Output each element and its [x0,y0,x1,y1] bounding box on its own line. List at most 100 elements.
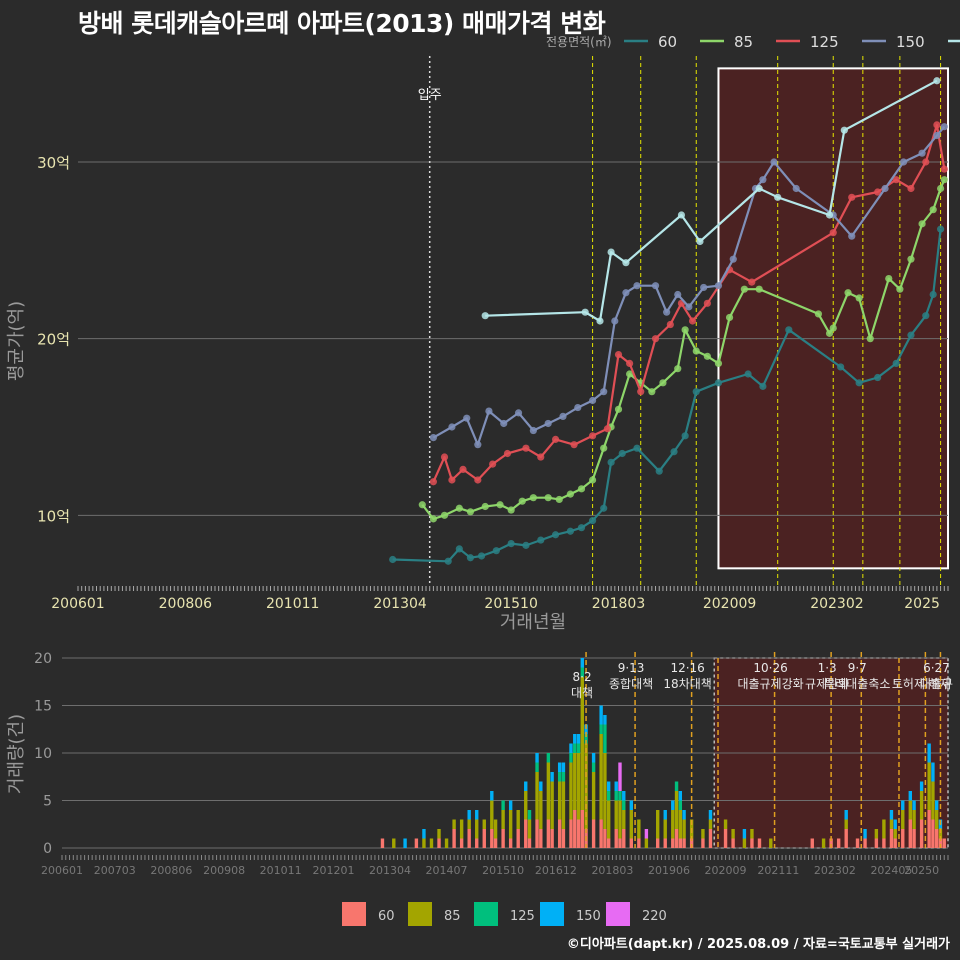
volume-x-tick-label: 201201 [312,864,354,877]
volume-legend-swatch-125 [474,902,498,926]
volume-bar-150 [844,810,848,820]
volume-legend-label-150: 150 [576,909,601,924]
volume-legend-swatch-220 [606,902,630,926]
volume-bar-60 [573,810,577,848]
volume-bar-60 [927,810,931,848]
data-point-85 [885,275,893,283]
data-point-125 [522,444,530,452]
price-chart: 10억 20억 30억 200601 200806 201011 201304 201510 2… [6,33,960,633]
volume-x-tick-label: 201803 [591,864,633,877]
data-point-125 [448,476,456,484]
volume-bar-85 [539,791,543,829]
data-point-150 [770,158,778,166]
data-point-60 [577,524,586,532]
data-point-85 [936,184,945,193]
data-point-85 [825,329,834,337]
volume-bar-150 [539,781,543,791]
policy-date-label: 9·13 [618,661,645,675]
volume-bar-150 [422,829,426,839]
price-x-tick-label: 200601 [51,596,104,612]
volume-bar-220 [618,762,622,791]
data-point-85 [929,206,937,214]
volume-bar-125 [618,791,622,801]
volume-bar-125 [606,791,611,801]
data-point-220 [933,77,941,85]
volume-bar-150 [599,705,603,725]
data-point-125 [429,478,438,486]
volume-y-tick-label: 0 [43,841,52,857]
data-point-60 [618,449,626,458]
data-point-150 [759,176,767,184]
volume-legend-swatch-85 [408,902,432,926]
volume-bar-125 [546,753,551,763]
volume-bar-150 [678,791,683,801]
data-point-125 [666,320,674,329]
volume-bar-125 [527,810,532,820]
volume-bar-150 [561,762,566,772]
volume-bar-150 [403,838,407,848]
data-point-85 [429,515,438,523]
price-x-tick-label: 202302 [810,596,863,612]
volume-bar-150 [550,772,554,782]
data-point-125 [626,359,634,367]
data-point-85 [518,497,526,505]
volume-bar-60 [614,829,618,848]
volume-bar-150 [629,800,633,810]
data-point-220 [825,211,834,219]
volume-bar-125 [501,800,505,810]
data-point-220 [755,184,763,193]
volume-bar-85 [422,838,426,848]
data-point-150 [633,282,641,290]
volume-bar-60 [618,838,622,848]
volume-bar-60 [606,838,611,848]
data-point-60 [551,531,560,539]
data-point-125 [940,165,948,173]
volume-bar-150 [893,819,897,829]
data-point-85 [577,485,586,493]
policy-name-label: 대출규 [920,677,953,691]
policy-name-label: 대책 [571,685,593,700]
volume-bar-60 [414,838,419,848]
volume-bar-85 [550,781,554,829]
volume-bar-150 [919,781,924,791]
data-point-150 [918,149,926,157]
volume-bar-60 [863,838,867,848]
volume-bar-150 [927,743,931,763]
volume-bar-85 [637,819,641,839]
data-point-125 [459,465,467,473]
volume-legend-label-125: 125 [510,909,535,924]
volume-bar-60 [757,838,762,848]
volume-bar-60 [829,838,833,848]
volume-bar-85 [580,677,584,810]
volume-legend-label-220: 220 [642,909,667,924]
volume-bar-150 [584,724,588,734]
data-point-150 [714,282,723,290]
data-point-150 [529,426,537,435]
volume-x-tick-label: 202111 [757,864,799,877]
volume-bar-85 [622,810,626,829]
volume-bar-60 [674,829,679,848]
chart-title: 방배 롯데캐슬아르떼 아파트(2013) 매매가격 변화 [78,9,606,38]
volume-x-tick-label: 201510 [482,864,524,877]
policy-name-label: 규제완화 [805,677,849,691]
volume-bar-85 [599,734,603,820]
volume-x-tick-label: 200806 [150,864,192,877]
policy-date-label: 1·3 [818,661,837,675]
data-point-60 [929,290,937,299]
volume-bar-60 [591,819,596,848]
volume-legend-swatch-150 [540,902,564,926]
volume-y-tick-label: 15 [34,699,52,715]
volume-chart: 0 5 10 15 20 200601 200703 200806 200908 201011 20… [6,651,953,877]
data-point-125 [603,425,612,433]
data-point-125 [907,184,915,193]
data-point-85 [855,294,863,302]
volume-bar-85 [493,819,498,839]
data-point-60 [444,557,452,565]
data-point-150 [663,308,671,316]
volume-bar-150 [931,762,935,782]
data-point-60 [714,379,723,387]
data-point-60 [455,545,463,553]
volume-bar-60 [810,838,814,848]
volume-bar-60 [919,819,924,848]
volume-bar-150 [708,810,713,820]
